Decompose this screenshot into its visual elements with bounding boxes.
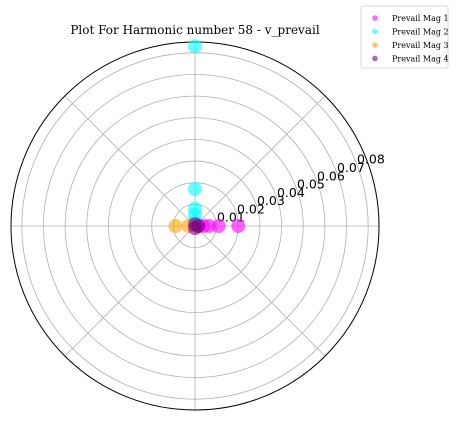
radial-tick-label: 0.08 [357,152,385,167]
data-points [168,39,246,236]
angular-gridline [64,225,196,357]
radial-tick-label: 0.06 [317,168,345,183]
chart-title: Plot For Harmonic number 58 - v_prevail [70,23,319,37]
data-point [211,219,226,233]
angular-gridline [64,95,196,227]
radial-gridline [43,74,347,378]
radial-gridline [64,95,326,357]
data-point [188,217,202,232]
radial-tick-label: 0.07 [337,160,365,175]
data-point [231,219,246,233]
angular-gridline [194,225,326,357]
radial-gridline [108,139,282,313]
legend-marker [372,28,378,35]
radial-tick-label: 0.05 [297,177,325,192]
radial-gridline [129,160,261,292]
legend-label: Prevail Mag 4 [392,55,449,64]
radial-tick-labels: 0.010.020.030.040.050.060.070.08 [217,152,385,225]
legend-marker [372,55,378,62]
legend-marker [372,15,378,21]
data-point [188,182,202,197]
radial-tick-label: 0.02 [237,201,265,216]
angular-gridline [194,95,326,227]
legend-marker [372,42,378,48]
data-point [188,39,202,54]
radial-gridline [86,117,304,335]
legend-box [360,5,449,69]
radial-tick-label: 0.04 [277,185,305,200]
data-point [168,219,183,233]
legend-label: Prevail Mag 2 [392,28,449,37]
legend: Prevail Mag 1 Prevail Mag 2 Prevail Mag 3 P… [360,5,449,69]
legend-label: Prevail Mag 3 [392,41,449,50]
radial-tick-label: 0.03 [257,193,285,208]
legend-label: Prevail Mag 1 [392,14,449,23]
